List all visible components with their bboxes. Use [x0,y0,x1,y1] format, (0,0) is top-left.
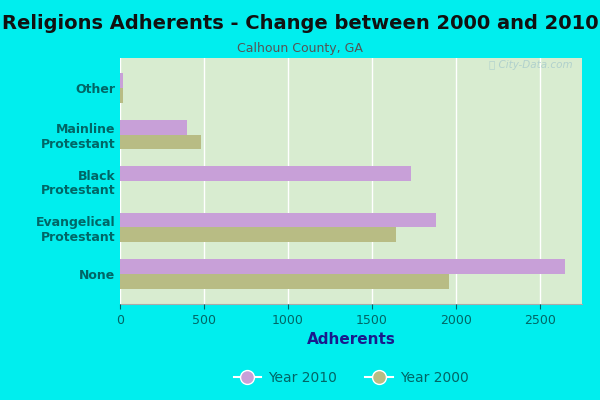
Legend: Year 2010, Year 2000: Year 2010, Year 2000 [228,366,474,390]
Bar [120,120,187,134]
Text: Calhoun County, GA: Calhoun County, GA [237,42,363,55]
Text: Religions Adherents - Change between 2000 and 2010: Religions Adherents - Change between 200… [2,14,598,33]
Bar [120,274,449,289]
Text: ⓘ City-Data.com: ⓘ City-Data.com [489,60,573,70]
Bar [120,73,124,88]
Bar [120,166,410,181]
Bar [120,88,124,103]
Bar [120,228,395,242]
X-axis label: Adherents: Adherents [307,332,395,347]
Bar [120,259,565,274]
Bar [120,134,200,150]
Bar [120,212,436,228]
